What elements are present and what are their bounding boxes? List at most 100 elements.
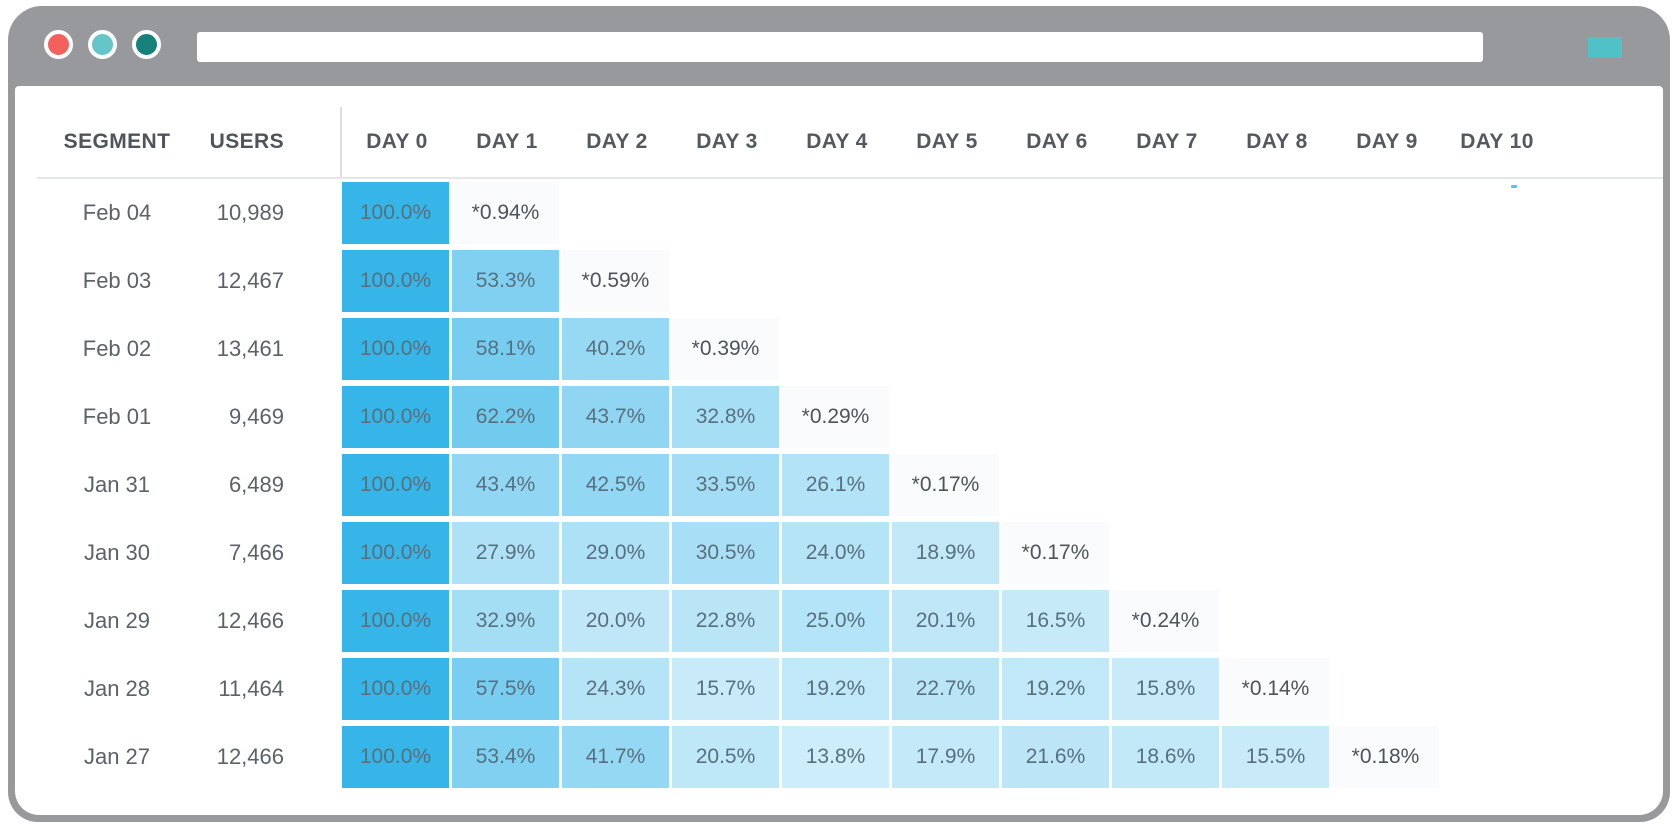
retention-cell[interactable]: 43.4% <box>452 454 559 516</box>
retention-cell[interactable]: *0.14% <box>1222 658 1329 720</box>
retention-cell[interactable]: 20.0% <box>562 590 669 652</box>
retention-cell[interactable]: 16.5% <box>1002 590 1109 652</box>
table-row: Feb 02 13,461 100.0% 58.1% 40.2% *0.39% <box>37 315 1663 383</box>
column-header-day: DAY 7 <box>1136 130 1198 153</box>
retention-cell[interactable]: 62.2% <box>452 386 559 448</box>
retention-cell[interactable]: 21.6% <box>1002 726 1109 788</box>
table-row: Feb 01 9,469 100.0% 62.2% 43.7% 32.8% *0.29% <box>37 383 1663 451</box>
column-header-day: DAY 4 <box>806 130 868 153</box>
retention-cell[interactable]: 18.6% <box>1112 726 1219 788</box>
retention-cell[interactable]: 100.0% <box>342 386 449 448</box>
retention-cell[interactable]: 43.7% <box>562 386 669 448</box>
users-value: 6,489 <box>228 472 284 497</box>
retention-cell[interactable]: *0.94% <box>452 182 559 244</box>
retention-cell[interactable]: 26.1% <box>782 454 889 516</box>
retention-cell[interactable]: 100.0% <box>342 454 449 516</box>
retention-cell[interactable]: 33.5% <box>672 454 779 516</box>
retention-cell[interactable]: 22.8% <box>672 590 779 652</box>
table-row: Jan 27 12,466 100.0% 53.4% 41.7% 20.5% 13.8% 17… <box>37 723 1663 791</box>
retention-cell[interactable]: 40.2% <box>562 318 669 380</box>
column-header-users: USERS <box>209 130 284 153</box>
retention-cell[interactable]: 53.3% <box>452 250 559 312</box>
column-header-day: DAY 2 <box>586 130 648 153</box>
retention-cell[interactable]: *0.17% <box>892 454 999 516</box>
table-row: Jan 31 6,489 100.0% 43.4% 42.5% 33.5% 26.1% *0.… <box>37 451 1663 519</box>
retention-table: SEGMENT USERS DAY 0 DAY 1 DAY 2 DAY 3 DAY 4 D… <box>37 107 1663 791</box>
retention-cell[interactable]: 15.8% <box>1112 658 1219 720</box>
users-value: 7,466 <box>228 540 284 565</box>
users-value: 11,464 <box>218 676 284 701</box>
retention-cell[interactable]: 20.1% <box>892 590 999 652</box>
zoom-button[interactable] <box>132 30 161 59</box>
users-value: 12,466 <box>216 744 284 769</box>
table-header-row: SEGMENT USERS DAY 0 DAY 1 DAY 2 DAY 3 DAY 4 D… <box>37 107 1663 179</box>
column-header-day: DAY 6 <box>1026 130 1088 153</box>
retention-cell[interactable]: 32.8% <box>672 386 779 448</box>
retention-cell[interactable]: 13.8% <box>782 726 889 788</box>
retention-cell[interactable]: 41.7% <box>562 726 669 788</box>
retention-cell[interactable]: 53.4% <box>452 726 559 788</box>
users-value: 12,467 <box>216 268 284 293</box>
decorative-dot <box>1511 185 1517 188</box>
users-value: 13,461 <box>216 336 284 361</box>
url-bar[interactable] <box>197 32 1483 62</box>
retention-cell[interactable]: 100.0% <box>342 522 449 584</box>
retention-cell[interactable]: 17.9% <box>892 726 999 788</box>
segment-label: Jan 30 <box>83 540 151 565</box>
retention-cell[interactable]: *0.24% <box>1112 590 1219 652</box>
retention-cell[interactable]: 27.9% <box>452 522 559 584</box>
users-value: 10,989 <box>216 200 284 225</box>
retention-cell[interactable]: 18.9% <box>892 522 999 584</box>
segment-label: Feb 04 <box>82 200 152 225</box>
retention-cell[interactable]: 100.0% <box>342 250 449 312</box>
traffic-lights <box>44 30 161 59</box>
minimize-button[interactable] <box>88 30 117 59</box>
retention-cell[interactable]: *0.39% <box>672 318 779 380</box>
retention-cell[interactable]: 30.5% <box>672 522 779 584</box>
table-row: Jan 29 12,466 100.0% 32.9% 20.0% 22.8% 25.0% 20… <box>37 587 1663 655</box>
segment-label: Feb 01 <box>82 404 152 429</box>
retention-cell[interactable]: 100.0% <box>342 726 449 788</box>
retention-cell[interactable]: 15.5% <box>1222 726 1329 788</box>
retention-cell[interactable]: *0.59% <box>562 250 669 312</box>
retention-cell[interactable]: 19.2% <box>782 658 889 720</box>
segment-label: Jan 28 <box>83 676 151 701</box>
column-divider <box>340 107 342 177</box>
table-row: Feb 04 10,989 100.0% *0.94% <box>37 179 1663 247</box>
column-header-segment: SEGMENT <box>63 130 171 153</box>
retention-cell[interactable]: 22.7% <box>892 658 999 720</box>
retention-cell[interactable]: 57.5% <box>452 658 559 720</box>
retention-cell[interactable]: 100.0% <box>342 590 449 652</box>
table-body: Feb 04 10,989 100.0% *0.94% Feb 03 12,467 100.… <box>37 179 1663 791</box>
retention-cell[interactable]: *0.17% <box>1002 522 1109 584</box>
segment-label: Feb 02 <box>82 336 152 361</box>
retention-cell[interactable]: 32.9% <box>452 590 559 652</box>
segment-label: Feb 03 <box>82 268 152 293</box>
retention-cell[interactable]: *0.18% <box>1332 726 1439 788</box>
retention-cell[interactable]: 20.5% <box>672 726 779 788</box>
retention-cell[interactable]: 42.5% <box>562 454 669 516</box>
retention-cell[interactable]: 15.7% <box>672 658 779 720</box>
retention-cell[interactable]: *0.29% <box>782 386 889 448</box>
browser-action-button[interactable] <box>1588 37 1622 58</box>
retention-cell[interactable]: 29.0% <box>562 522 669 584</box>
retention-cell[interactable]: 19.2% <box>1002 658 1109 720</box>
column-header-day: DAY 8 <box>1246 130 1308 153</box>
table-row: Jan 30 7,466 100.0% 27.9% 29.0% 30.5% 24.0% 18.… <box>37 519 1663 587</box>
segment-label: Jan 29 <box>83 608 151 633</box>
segment-label: Jan 31 <box>83 472 151 497</box>
column-header-day: DAY 5 <box>916 130 978 153</box>
browser-titlebar <box>8 6 1670 86</box>
segment-label: Jan 27 <box>83 744 151 769</box>
column-header-day: DAY 0 <box>366 130 428 153</box>
retention-cell[interactable]: 100.0% <box>342 182 449 244</box>
retention-cell[interactable]: 58.1% <box>452 318 559 380</box>
users-value: 9,469 <box>228 404 284 429</box>
retention-cell[interactable]: 100.0% <box>342 658 449 720</box>
retention-cell[interactable]: 25.0% <box>782 590 889 652</box>
retention-cell[interactable]: 24.3% <box>562 658 669 720</box>
page-content: SEGMENT USERS DAY 0 DAY 1 DAY 2 DAY 3 DAY 4 D… <box>15 86 1663 815</box>
retention-cell[interactable]: 100.0% <box>342 318 449 380</box>
close-button[interactable] <box>44 30 73 59</box>
retention-cell[interactable]: 24.0% <box>782 522 889 584</box>
